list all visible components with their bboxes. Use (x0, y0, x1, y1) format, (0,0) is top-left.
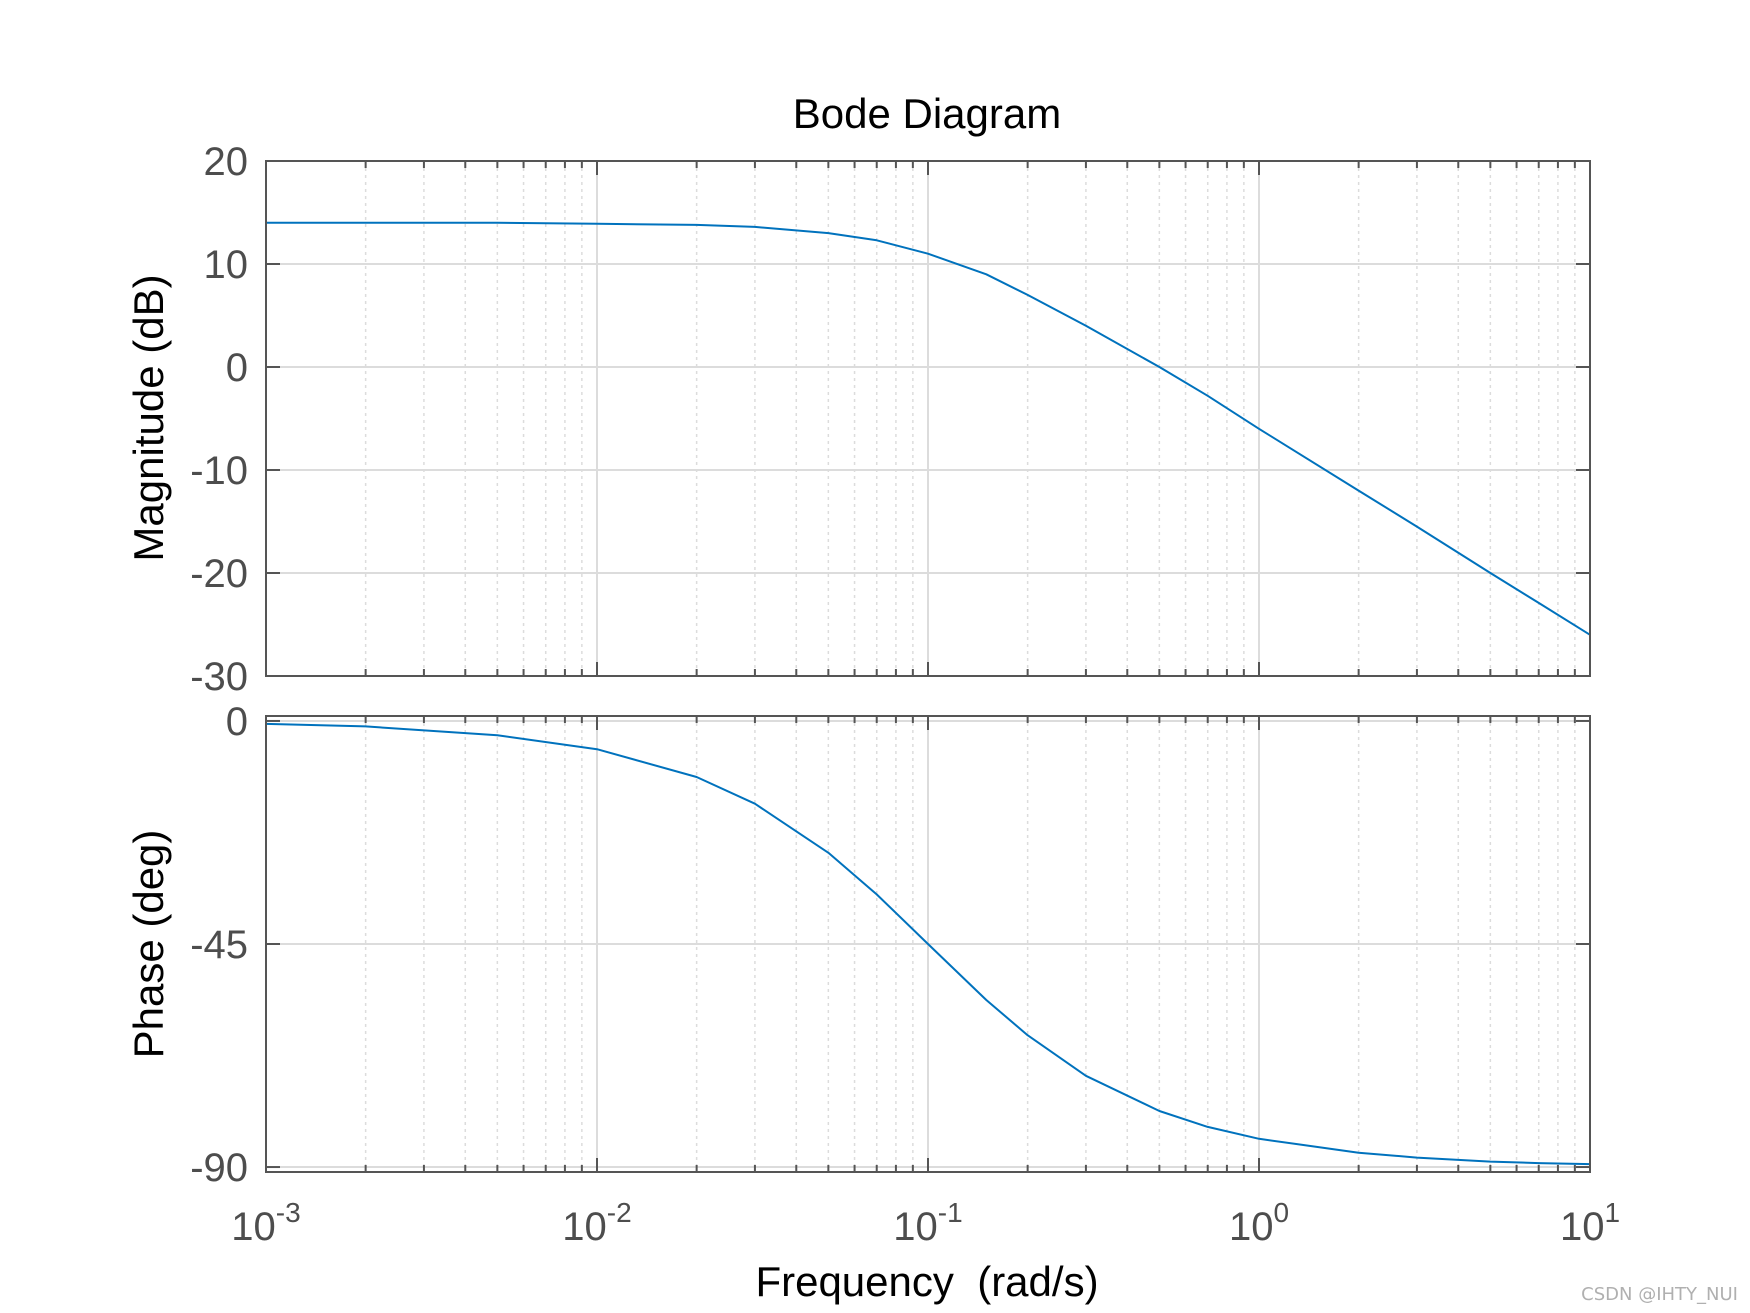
x-tick-label: 10-2 (562, 1197, 631, 1249)
watermark: CSDN @IHTY_NUI (1581, 1284, 1738, 1305)
magnitude-axes-frame (265, 160, 1591, 677)
magnitude-y-tick-label: -10 (190, 449, 248, 493)
magnitude-y-tick-label: 10 (204, 243, 249, 287)
magnitude-y-tick-label: -30 (190, 655, 248, 699)
x-axis-label: Frequency (rad/s) (755, 1258, 1098, 1305)
phase-y-tick-label: 0 (226, 700, 248, 744)
phase-y-tick-labels: 0 -45 -90 (190, 700, 248, 1190)
x-tick-label: 10-3 (231, 1197, 300, 1249)
phase-y-axis-label: Phase (deg) (125, 830, 172, 1059)
magnitude-y-tick-labels: 20 10 0 -10 -20 -30 (190, 140, 248, 699)
magnitude-y-axis-label: Magnitude (dB) (125, 274, 172, 561)
phase-y-tick-label: -90 (190, 1146, 248, 1190)
phase-y-tick-label: -45 (190, 923, 248, 967)
x-tick-labels: 10-3 10-2 10-1 100 101 (231, 1197, 1620, 1249)
magnitude-series-group (266, 221, 1591, 636)
phase-panel: 0 -45 -90 Phase (deg) (125, 700, 1591, 1190)
phase-series-line (265, 722, 1591, 1166)
x-tick-label: 100 (1229, 1197, 1289, 1249)
phase-series-group (265, 722, 1591, 1166)
magnitude-panel: 20 10 0 -10 -20 -30 Magnitude (dB) (125, 140, 1591, 699)
phase-axes-frame (265, 715, 1591, 1173)
magnitude-y-tick-label: -20 (190, 552, 248, 596)
magnitude-y-tick-label: 0 (226, 346, 248, 390)
x-tick-label: 10-1 (893, 1197, 962, 1249)
phase-ticks (265, 716, 1591, 1172)
magnitude-y-tick-label: 20 (204, 140, 249, 184)
chart-title: Bode Diagram (793, 90, 1061, 137)
magnitude-series-line (266, 221, 1591, 636)
x-tick-label: 101 (1560, 1197, 1620, 1249)
